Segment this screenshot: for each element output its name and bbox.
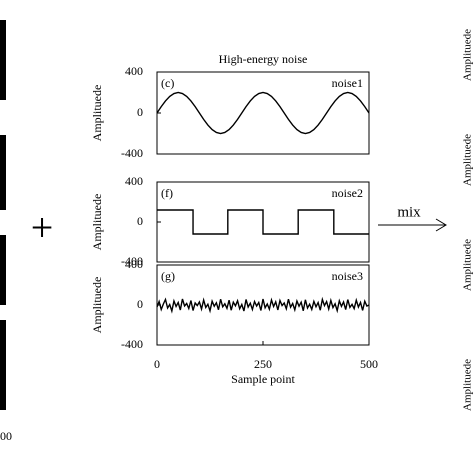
plus-sign: +	[31, 205, 54, 250]
cropped-tick: 00	[0, 429, 12, 443]
y-tick-label: 0	[137, 105, 143, 119]
legend-entry: noise2	[332, 186, 363, 200]
chart-title: High-energy noise	[219, 52, 308, 66]
y-tick-label: 400	[125, 64, 143, 78]
cropped-bar	[0, 20, 6, 100]
y-axis-label: Amplituede	[90, 85, 104, 142]
y-axis-label: Amplituede	[90, 194, 104, 251]
data-line	[156, 91, 370, 135]
y-tick-label: 400	[125, 174, 143, 188]
arrow-head	[435, 218, 447, 232]
y-tick-label: -400	[121, 254, 143, 268]
panel-label: (f)	[161, 186, 173, 200]
panel-label: (g)	[161, 269, 175, 283]
y-axis-label: Amplituede	[90, 277, 104, 334]
legend-entry: noise1	[332, 76, 363, 90]
legend-entry: noise3	[332, 269, 363, 283]
data-line	[156, 296, 370, 314]
mix-label: mix	[397, 204, 421, 220]
cropped-bar	[0, 235, 6, 305]
cropped-axis-label: Amplituede	[462, 29, 474, 81]
y-tick-label: -400	[121, 146, 143, 160]
cropped-bar	[0, 135, 6, 210]
y-tick-label: 0	[137, 214, 143, 228]
cropped-axis-label: Amplituede	[462, 134, 474, 186]
y-tick-label: 400	[125, 257, 143, 271]
cropped-bar	[0, 320, 6, 410]
y-tick-label: 0	[137, 297, 143, 311]
x-axis-label: Sample point	[231, 372, 295, 386]
panel-label: (c)	[161, 76, 174, 90]
y-tick-label: -400	[121, 337, 143, 351]
data-line	[157, 209, 369, 235]
x-tick-label: 500	[360, 357, 378, 371]
x-tick-label: 0	[154, 357, 160, 371]
x-tick-label: 250	[254, 357, 272, 371]
cropped-axis-label: Amplituede	[462, 359, 474, 411]
cropped-axis-label: Amplituede	[462, 239, 474, 291]
